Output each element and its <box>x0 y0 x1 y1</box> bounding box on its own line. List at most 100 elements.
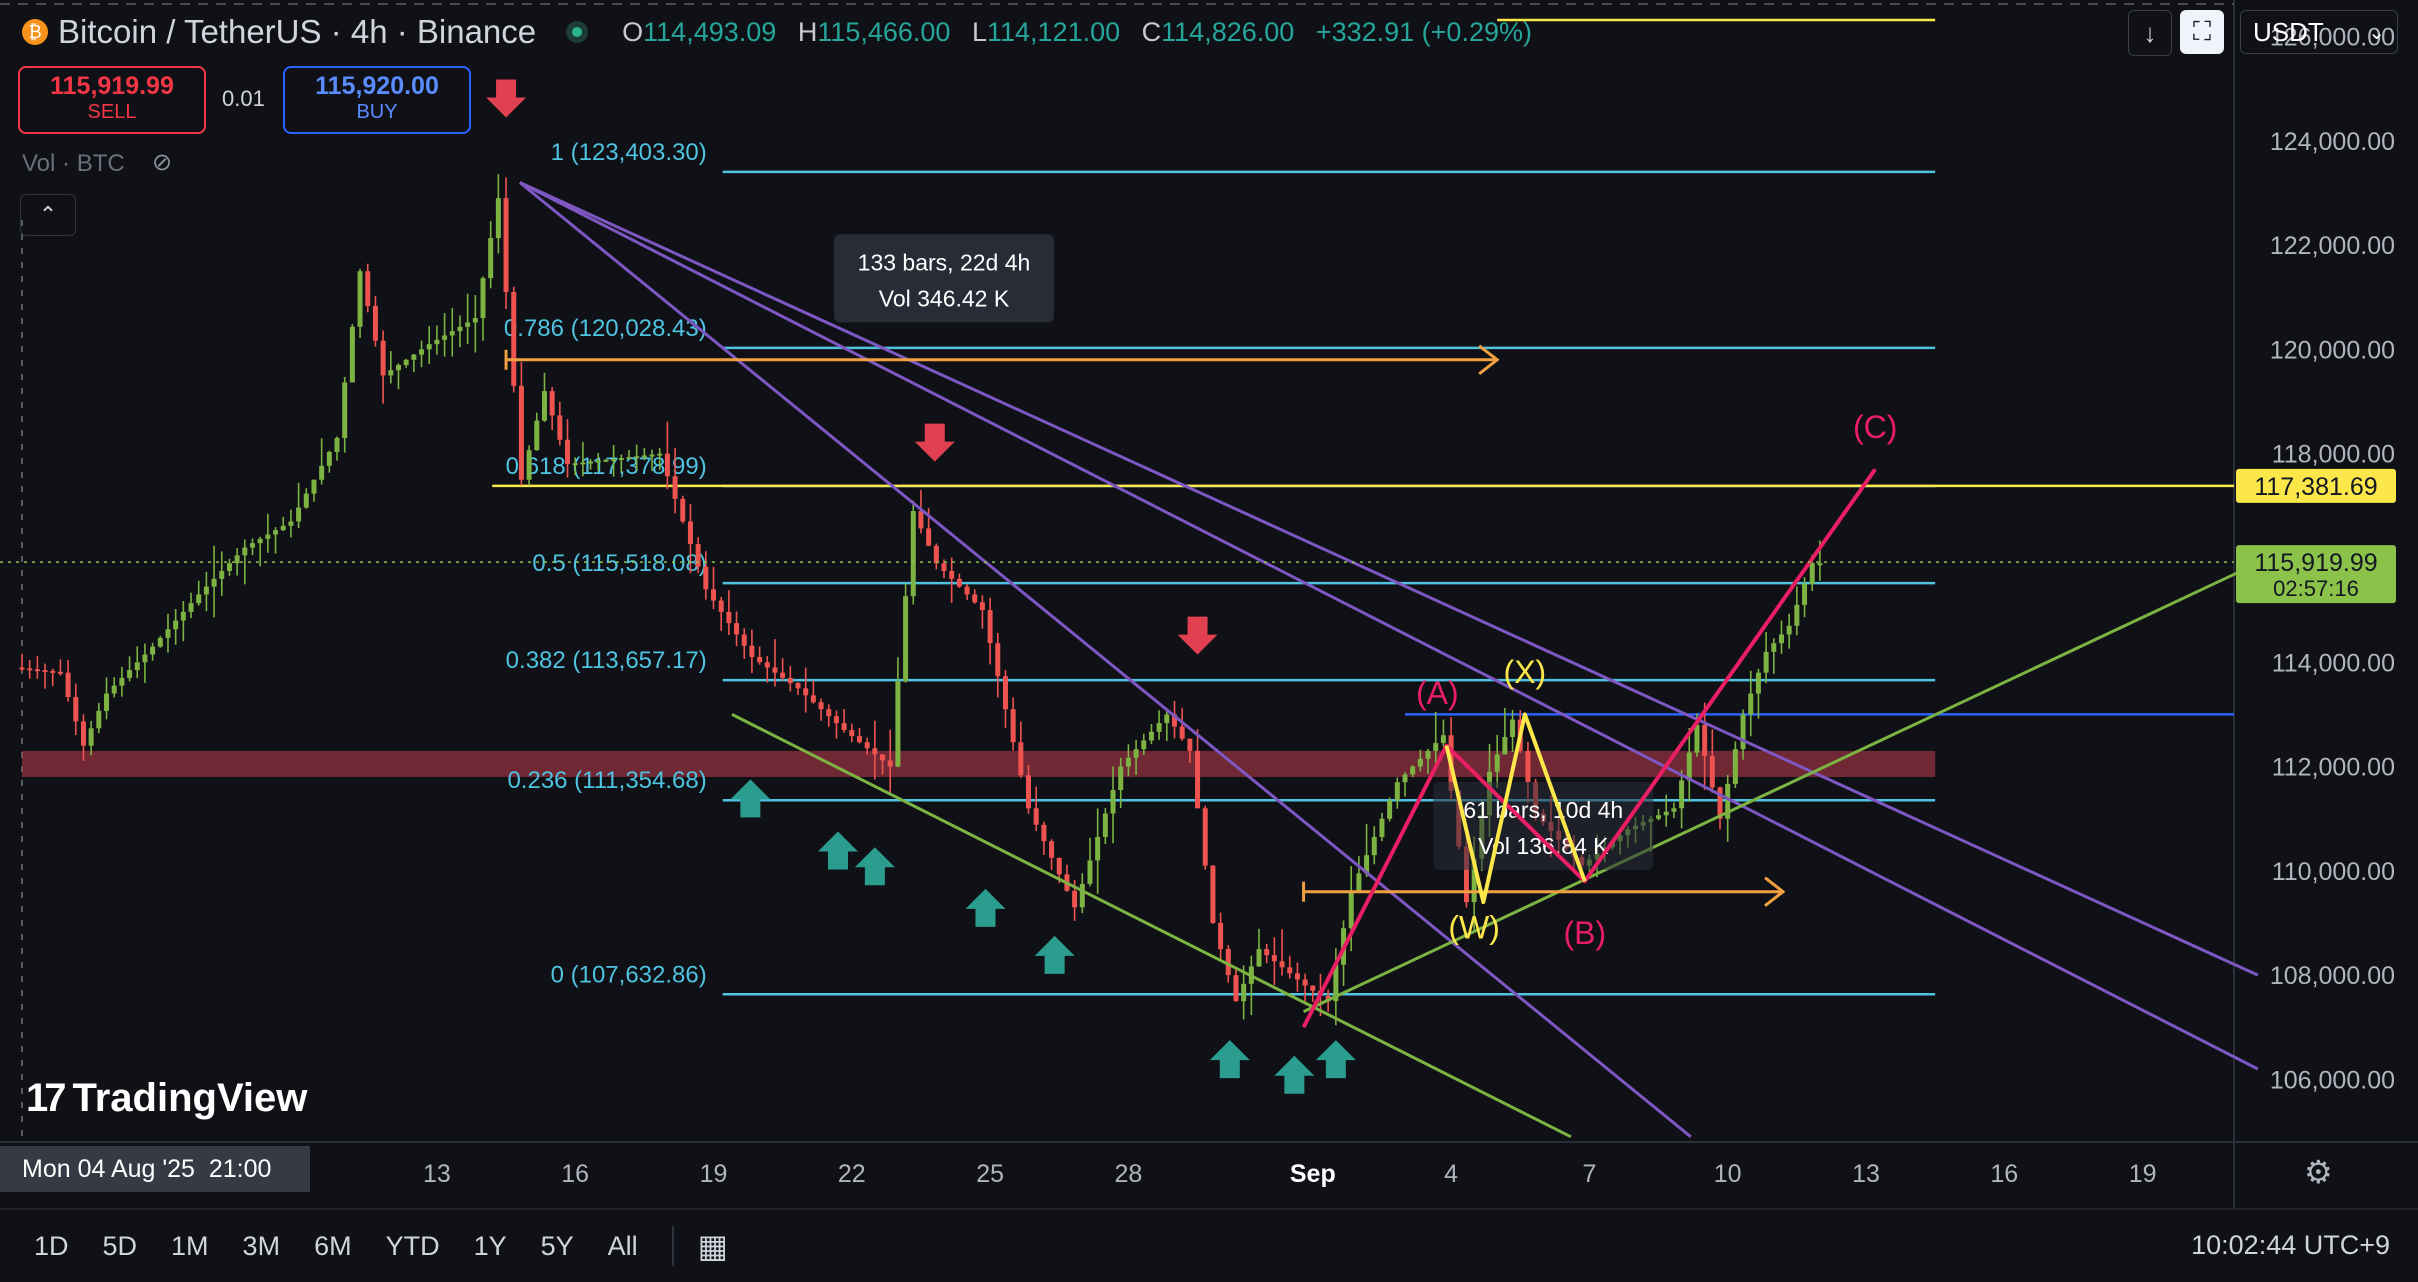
calendar-icon[interactable]: ▦ <box>697 1228 728 1264</box>
candle-body <box>1294 973 1300 980</box>
candle-body <box>1425 750 1431 759</box>
clock-readout[interactable]: 10:02:44 UTC+9 <box>2191 1230 2390 1260</box>
candle-body <box>219 571 225 579</box>
timeframe-5y[interactable]: 5Y <box>540 1230 574 1261</box>
candle-body <box>180 611 186 621</box>
gear-icon[interactable]: ⚙ <box>2304 1154 2333 1190</box>
collapse-legend-button[interactable]: ⌃ <box>20 194 76 236</box>
candle-body <box>472 318 478 323</box>
y-tick-label: 124,000.00 <box>2270 128 2395 156</box>
candle-body <box>595 460 601 463</box>
candle-body <box>434 339 440 345</box>
download-icon[interactable]: ↓ <box>2128 10 2172 56</box>
timeframe-6m[interactable]: 6M <box>314 1230 352 1261</box>
candle-body <box>1110 790 1116 814</box>
candle-body <box>526 450 532 480</box>
candle-body <box>173 620 179 630</box>
y-tick-label: 114,000.00 <box>2272 649 2395 677</box>
date-range-arrow <box>1764 876 1786 907</box>
candle-body <box>203 586 209 595</box>
fib-level-label: 1 (123,403.30) <box>551 139 707 166</box>
timeframe-1m[interactable]: 1M <box>171 1230 209 1261</box>
price-axis-label: 115,919.99 <box>2254 549 2377 577</box>
candle-body <box>342 382 348 439</box>
candle-body <box>1740 714 1746 750</box>
volume-indicator-label[interactable]: Vol · BTC <box>22 150 125 177</box>
buy-signal-arrow <box>730 779 771 818</box>
tradingview-logo-text: TradingView <box>72 1076 308 1120</box>
toolbar-divider <box>671 1226 674 1266</box>
candle-body <box>395 365 401 371</box>
candle-body <box>111 685 117 694</box>
candle-body <box>956 578 962 587</box>
candle-body <box>257 538 263 544</box>
x-tick-label: 13 <box>423 1160 451 1188</box>
candle-body <box>250 543 255 548</box>
candle-body <box>34 669 40 672</box>
candle-body <box>695 544 701 567</box>
timeframe-ytd[interactable]: YTD <box>385 1230 440 1261</box>
buy-signal-arrow <box>1034 935 1075 974</box>
y-tick-label: 112,000.00 <box>2272 754 2395 782</box>
candle-body <box>987 610 993 644</box>
x-tick-label: 19 <box>2129 1160 2157 1188</box>
eye-hidden-icon[interactable]: ⊘ <box>152 149 173 176</box>
candle-body <box>933 545 939 564</box>
candle-body <box>1679 780 1685 809</box>
candle-body <box>1471 858 1477 903</box>
candle-body <box>918 511 924 529</box>
market-status-icon[interactable] <box>566 21 589 43</box>
candle-body <box>1440 735 1446 744</box>
elliott-wave-wxy-label: (X) <box>1504 654 1547 690</box>
candle-body <box>1302 979 1308 986</box>
candle-body <box>518 385 524 480</box>
order-quantity[interactable]: 0.01 <box>222 86 265 111</box>
candle-body <box>495 198 501 239</box>
candle-body <box>1794 604 1800 626</box>
candle-body <box>749 645 755 658</box>
candle-body <box>1141 740 1147 750</box>
sell-signal-arrow <box>486 79 527 118</box>
candle-body <box>1172 714 1177 727</box>
candle-body <box>104 693 110 711</box>
buy-button[interactable]: 115,920.00 BUY <box>283 66 471 134</box>
candle-body <box>941 563 947 571</box>
candle-body <box>626 457 632 460</box>
candle-body <box>964 586 970 595</box>
candle-body <box>1256 949 1262 967</box>
x-tick-label: 19 <box>700 1160 728 1188</box>
candle-body <box>1417 758 1423 767</box>
x-tick-label: 22 <box>838 1160 866 1188</box>
fullscreen-icon[interactable]: ⛶ <box>2180 10 2224 54</box>
timeframe-5d[interactable]: 5D <box>102 1230 138 1261</box>
candle-body <box>319 465 325 480</box>
timeframe-1y[interactable]: 1Y <box>473 1230 507 1261</box>
bottom-toolbar: 1D 5D 1M 3M 6M YTD 1Y 5Y All ▦ <box>0 1208 2418 1282</box>
symbol-title[interactable]: Bitcoin / TetherUS · 4h · Binance <box>58 13 537 50</box>
timeframe-3m[interactable]: 3M <box>242 1230 281 1261</box>
candle-body <box>1525 750 1531 783</box>
candle-body <box>1148 731 1154 741</box>
candle-body <box>657 453 663 456</box>
timeframe-all[interactable]: All <box>607 1230 638 1261</box>
candle-body <box>1510 719 1516 737</box>
candle-body <box>134 662 140 671</box>
candle-body <box>772 667 778 673</box>
buy-signal-arrow <box>1209 1040 1250 1079</box>
candle-body <box>1264 949 1270 956</box>
candle-body <box>1279 961 1285 968</box>
candle-body <box>1410 766 1416 775</box>
candle-body <box>1125 757 1131 767</box>
candle-body <box>1433 743 1439 751</box>
date-range-arrow <box>1478 344 1500 375</box>
candle-body <box>449 331 455 336</box>
currency-select[interactable]: USDT ⌄ <box>2240 10 2398 54</box>
y-tick-label: 120,000.00 <box>2270 336 2395 364</box>
candle-body <box>572 463 578 466</box>
open-value: 114,493.09 <box>643 16 777 47</box>
timeframe-1d[interactable]: 1D <box>34 1230 69 1261</box>
candle-body <box>995 643 1001 677</box>
candle-body <box>557 415 563 440</box>
sell-button[interactable]: 115,919.99 SELL <box>18 66 206 134</box>
